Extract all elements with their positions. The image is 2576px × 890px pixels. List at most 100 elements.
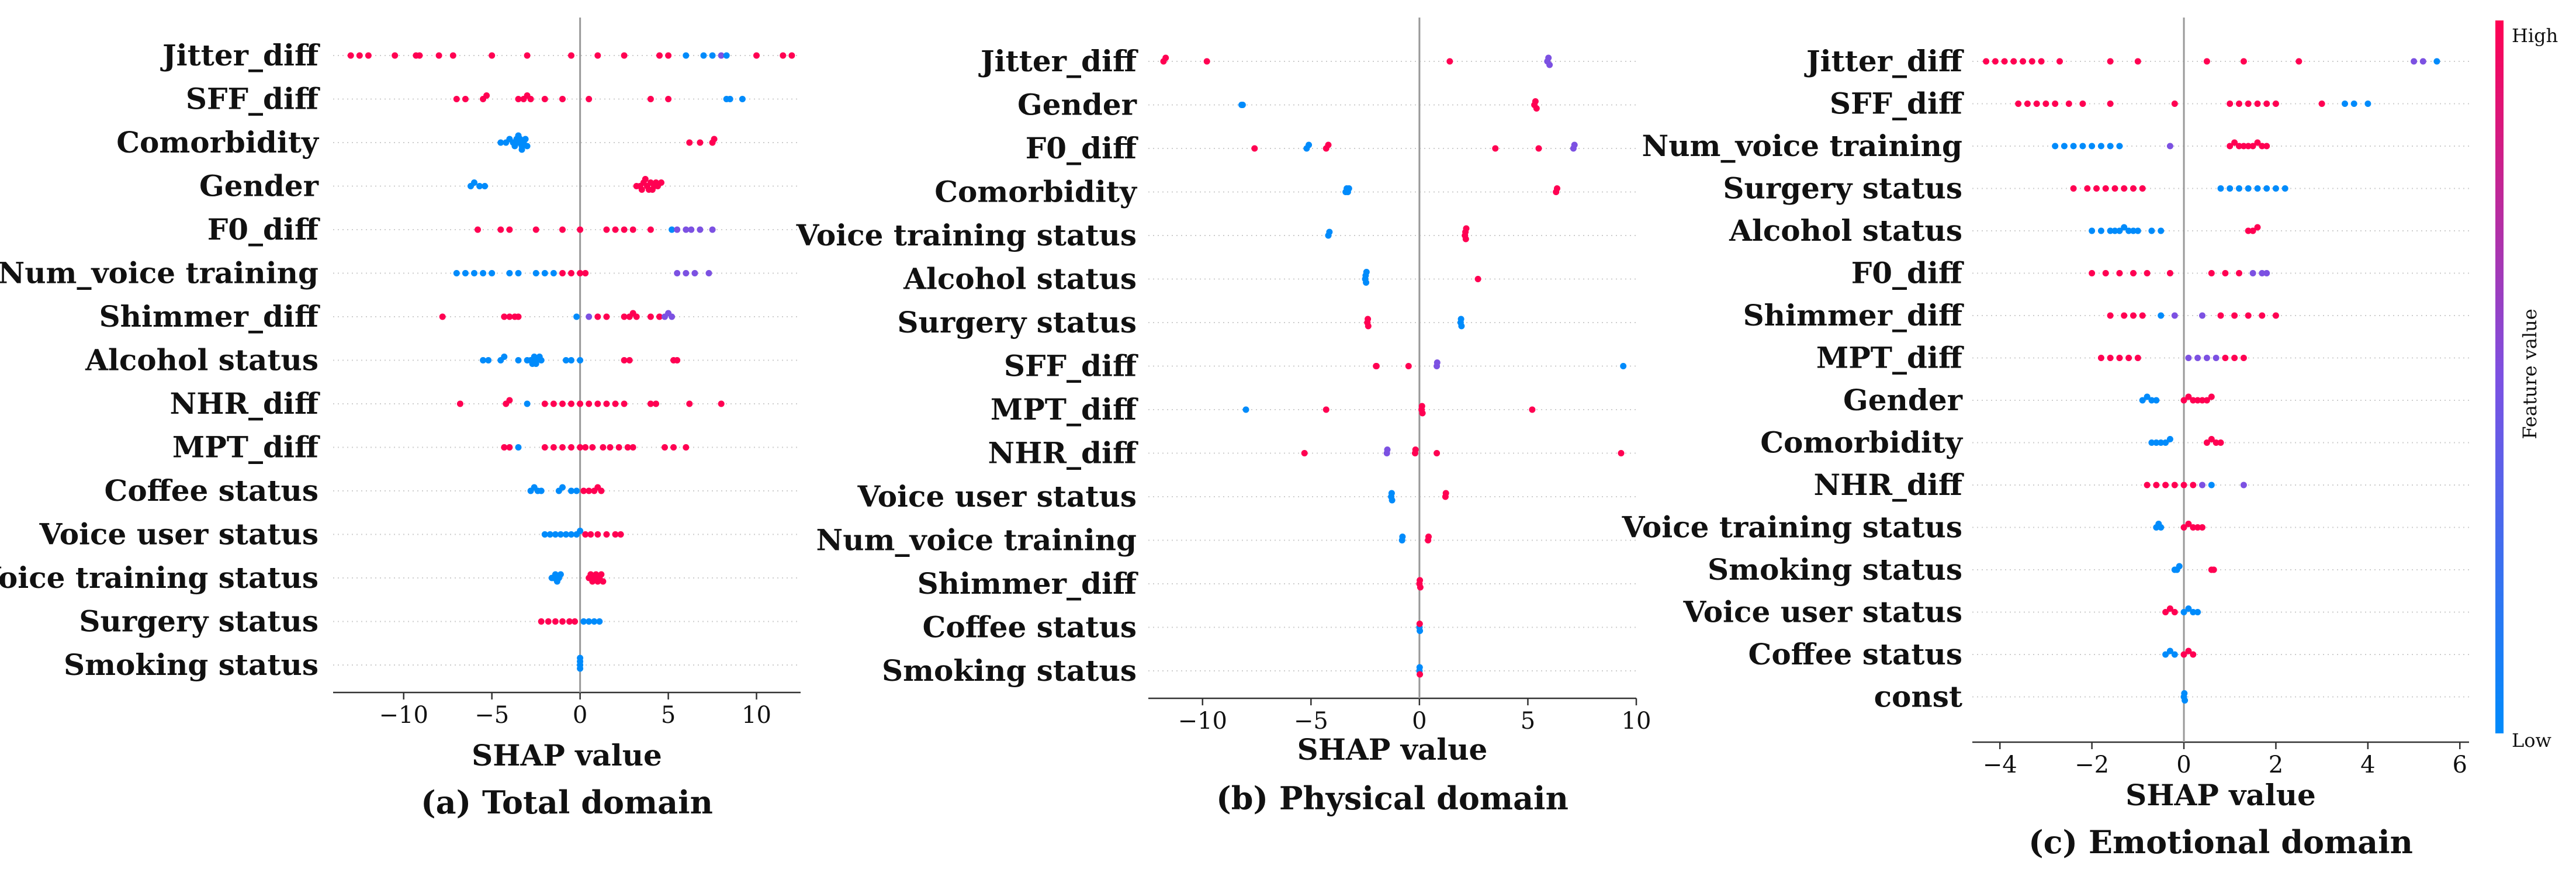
shap-point — [2125, 355, 2132, 361]
shap-point — [2240, 482, 2247, 489]
shap-point — [718, 400, 725, 407]
shap-point — [2116, 227, 2123, 234]
shap-point — [1251, 145, 1258, 152]
shap-point — [577, 665, 584, 672]
shap-point — [1417, 577, 1424, 584]
shap-point — [568, 444, 574, 451]
shap-point — [656, 52, 663, 59]
shap-point — [586, 313, 593, 320]
shap-point — [2015, 101, 2022, 107]
panel-total-domain: −10 −5 0 5 10 Jitter_diff SFF_diff Comorbidity… — [0, 18, 801, 821]
x-tick-label: −2 — [2075, 752, 2109, 778]
colorbar: High Low Feature value — [2495, 20, 2558, 752]
shap-point — [577, 226, 584, 233]
shap-point — [2203, 58, 2210, 65]
shap-point — [674, 357, 681, 363]
feature-label: F0_diff — [1851, 256, 1964, 290]
shap-point — [1492, 145, 1499, 152]
shap-point — [2185, 355, 2192, 361]
shap-point — [2116, 270, 2123, 276]
shap-point — [552, 618, 559, 625]
feature-label: const — [1874, 680, 1962, 714]
shap-point — [2130, 312, 2137, 319]
shap-point — [603, 226, 610, 233]
shap-point — [2102, 270, 2109, 276]
shap-point — [686, 400, 693, 407]
shap-point — [607, 444, 614, 451]
shap-point — [2217, 312, 2224, 319]
shap-point — [586, 400, 593, 407]
shap-point — [489, 270, 496, 276]
shap-point — [2249, 270, 2256, 276]
shap-point — [1463, 225, 1470, 232]
shap-point — [2121, 185, 2128, 192]
shap-point — [2199, 482, 2205, 489]
shap-point — [573, 313, 580, 320]
shap-point — [577, 357, 584, 363]
shap-point — [501, 354, 508, 360]
shap-point — [2210, 566, 2217, 573]
shap-point — [2185, 393, 2192, 400]
shap-point — [541, 270, 548, 276]
shap-point — [2272, 185, 2279, 192]
shap-point — [506, 270, 513, 276]
feature-label: F0_diff — [207, 212, 320, 247]
shap-point — [1419, 410, 1426, 417]
shap-point — [518, 146, 525, 153]
shap-point — [670, 444, 677, 451]
shap-point — [2227, 185, 2234, 192]
shap-point — [515, 270, 522, 276]
shap-point — [2102, 185, 2109, 192]
shap-point — [1532, 98, 1539, 105]
shap-point — [2024, 101, 2031, 107]
shap-point — [475, 226, 481, 233]
shap-point — [1388, 490, 1395, 497]
x-tick-label: −5 — [1294, 708, 1328, 735]
shap-point — [483, 92, 490, 99]
shap-point — [2107, 227, 2114, 234]
shap-point — [515, 444, 522, 451]
shap-point — [2185, 521, 2192, 527]
shap-point — [2079, 101, 2086, 107]
shap-point — [629, 444, 636, 451]
colorbar-low-label: Low — [2512, 729, 2551, 752]
shap-point — [1618, 450, 1625, 456]
shap-point — [2259, 270, 2266, 276]
feature-label: SFF_diff — [1830, 86, 1964, 121]
shap-point — [2272, 312, 2279, 319]
shap-point — [2033, 101, 2040, 107]
shap-point — [2208, 393, 2215, 400]
feature-label: SFF_diff — [186, 82, 320, 116]
shap-point — [557, 571, 564, 578]
shap-point — [2130, 185, 2137, 192]
shap-point — [480, 270, 487, 276]
feature-label: Jitter_diff — [978, 44, 1138, 78]
shap-point — [709, 226, 716, 233]
shap-point — [2042, 101, 2049, 107]
shap-point — [674, 270, 681, 276]
shap-point — [2240, 58, 2247, 65]
x-tick-label: 6 — [2453, 752, 2467, 778]
shap-point — [600, 444, 607, 451]
shap-point — [532, 361, 539, 367]
x-tick-label: −4 — [1983, 752, 2017, 778]
shap-point — [2028, 58, 2035, 65]
shap-point — [522, 136, 529, 143]
shap-point — [541, 400, 548, 407]
shap-point — [596, 618, 603, 625]
x-tick-label: 2 — [2269, 752, 2283, 778]
shap-point — [506, 313, 513, 320]
shap-point — [2217, 439, 2224, 446]
shap-point — [501, 444, 508, 451]
shap-point — [2254, 224, 2261, 231]
shap-point — [2070, 143, 2077, 150]
shap-point — [2166, 270, 2173, 276]
shap-point — [573, 487, 580, 494]
shap-point — [2153, 439, 2160, 446]
shap-point — [392, 52, 399, 59]
shap-point — [559, 270, 566, 276]
shap-point — [462, 96, 469, 102]
shap-point — [2166, 605, 2173, 612]
shap-point — [1203, 58, 1210, 65]
shap-point — [633, 313, 640, 320]
